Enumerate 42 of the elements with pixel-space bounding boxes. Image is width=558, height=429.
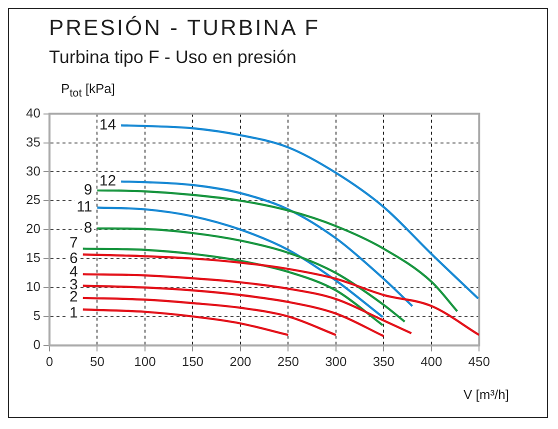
series-label: 14 — [99, 116, 116, 134]
y-tick-label: 40 — [26, 105, 40, 120]
series-label: 11 — [76, 198, 92, 216]
line-series — [120, 124, 480, 300]
x-axis-title: V [m³/h] — [463, 387, 509, 402]
series-label: 6 — [70, 250, 78, 268]
series-label: 9 — [84, 181, 92, 198]
y-tick-label: 10 — [26, 279, 40, 294]
series-label: 1 — [70, 304, 78, 322]
x-tick-label: 100 — [134, 354, 156, 369]
y-tick-label: 15 — [26, 250, 40, 266]
x-tick-label: 300 — [325, 354, 347, 369]
line-series — [82, 248, 384, 326]
line-series — [82, 296, 338, 336]
x-tick-label: 150 — [182, 354, 204, 369]
x-tick-label: 350 — [372, 354, 395, 369]
line-series — [96, 206, 384, 318]
y-tick-label: 30 — [26, 163, 40, 178]
series-label: 12 — [99, 172, 116, 190]
y-tick-label: 35 — [26, 134, 40, 150]
series-label: 2 — [70, 288, 78, 306]
y-tick-label: 5 — [33, 308, 40, 324]
chart-subtitle: Turbina tipo F - Uso en presión — [49, 47, 296, 68]
line-series — [82, 308, 290, 336]
x-tick-label: 250 — [277, 354, 300, 369]
x-tick-label: 450 — [468, 354, 490, 369]
line-series — [82, 253, 480, 336]
x-tick-label: 200 — [230, 354, 252, 369]
x-tick-label: 0 — [46, 354, 54, 369]
line-series — [96, 227, 406, 323]
y-tick-label: 0 — [33, 336, 40, 352]
series-label: 8 — [84, 220, 92, 237]
y-axis-title: P$_{tot}$ [kPa] — [61, 81, 115, 100]
y-tick-label: 25 — [26, 192, 40, 208]
line-series — [82, 284, 385, 338]
y-tick-label: 20 — [26, 221, 40, 236]
chart-title: PRESIÓN - TURBINA F — [49, 15, 320, 41]
line-series — [120, 180, 414, 308]
line-series — [82, 273, 412, 334]
x-tick-label: 50 — [90, 354, 104, 369]
series-label: 7 — [70, 234, 78, 252]
x-tick-label: 400 — [420, 354, 442, 369]
